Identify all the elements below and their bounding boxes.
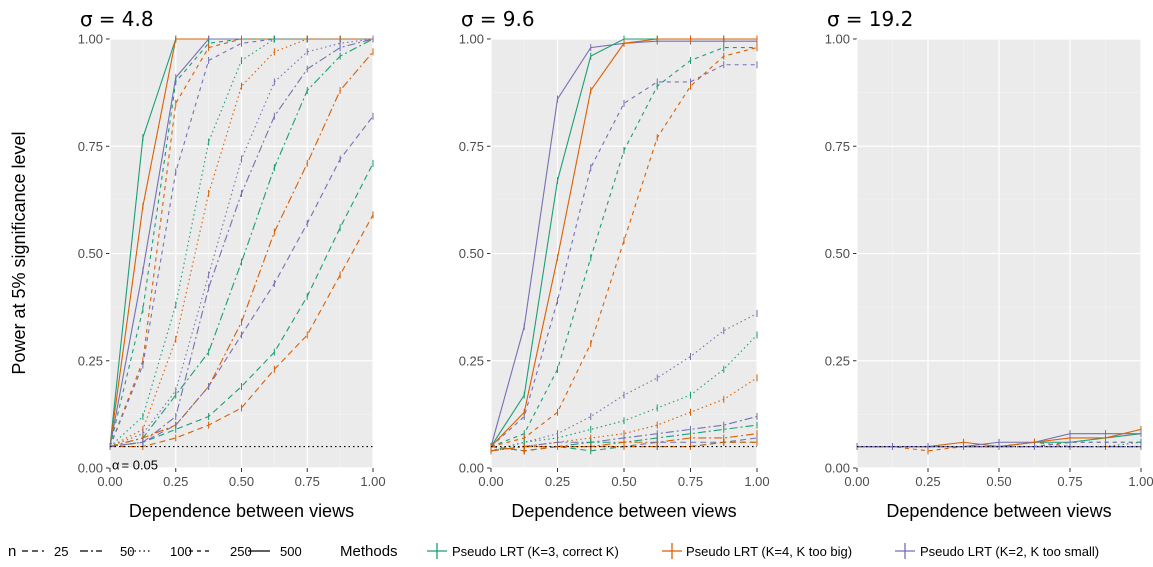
series-line-m2-n100 xyxy=(490,313,758,452)
panel-title: σ = 9.6 xyxy=(461,7,535,31)
panel-title: σ = 4.8 xyxy=(80,7,154,31)
series-line-m3-n50 xyxy=(109,38,374,448)
legend-n-title: n xyxy=(8,543,16,560)
legend-methods-title: Methods xyxy=(340,543,398,560)
panel-1: σ = 4.8 0.00 0.25 0.50 0.75 1.00 0.00 0.25 0.50 0.… xyxy=(78,7,386,521)
legend-n-label: 100 xyxy=(170,544,192,559)
x-tick-label: 0.75 xyxy=(1057,474,1082,489)
x-tick-label: 0.25 xyxy=(545,474,570,489)
x-tick-label: 0.50 xyxy=(611,474,636,489)
legend-n-label: 250 xyxy=(230,544,252,559)
x-tick-label: 0.50 xyxy=(986,474,1011,489)
y-tick-label: 0.00 xyxy=(825,461,850,476)
y-tick-label: 0.75 xyxy=(825,139,850,154)
legend-method-label: Pseudo LRT (K=4, K too big) xyxy=(686,544,852,559)
x-tick-label: 0.00 xyxy=(97,474,122,489)
y-tick-label: 0.75 xyxy=(459,139,484,154)
panel-3: σ = 19.2 0.00 0.25 0.50 0.75 1.00 0.00 0.25 0.50 0… xyxy=(825,7,1153,521)
y-tick-label: 1.00 xyxy=(825,32,850,47)
y-tick-label: 1.00 xyxy=(78,32,103,47)
panel-title-value: = 9.6 xyxy=(480,7,535,31)
x-axis-title: Dependence between views xyxy=(886,501,1111,521)
series-line-m2-n250 xyxy=(490,64,757,447)
x-tick-label: 0.25 xyxy=(915,474,940,489)
legend-n-label: 50 xyxy=(120,544,134,559)
legend-method-label: Pseudo LRT (K=2, K too small) xyxy=(920,544,1099,559)
x-tick-label: 0.75 xyxy=(678,474,703,489)
y-tick-label: 0.75 xyxy=(78,139,103,154)
x-tick-label: 1.00 xyxy=(744,474,769,489)
x-tick-label: 0.25 xyxy=(163,474,188,489)
series-line-m4-n250 xyxy=(490,47,758,448)
y-tick-label: 0.25 xyxy=(78,353,103,368)
alpha-value: = 0.05 xyxy=(122,458,159,473)
y-tick-label: 0.50 xyxy=(78,246,103,261)
x-tick-label: 0.00 xyxy=(844,474,869,489)
x-tick-label: 1.00 xyxy=(360,474,385,489)
x-axis-title: Dependence between views xyxy=(511,501,736,521)
y-tick-label: 0.25 xyxy=(459,353,484,368)
y-tick-label: 0.25 xyxy=(825,353,850,368)
x-tick-label: 0.50 xyxy=(229,474,254,489)
panel-title-symbol: σ xyxy=(827,7,840,31)
series-line-m4-n25 xyxy=(110,214,374,448)
alpha-symbol: α xyxy=(112,458,120,473)
x-tick-label: 0.75 xyxy=(295,474,320,489)
y-tick-label: 0.50 xyxy=(825,246,850,261)
series-line-m3-n100 xyxy=(490,334,758,452)
legend-n-label: 25 xyxy=(54,544,68,559)
y-tick-label: 1.00 xyxy=(459,32,484,47)
alpha-label: α = 0.05 xyxy=(112,458,158,473)
y-tick-label: 0.50 xyxy=(459,246,484,261)
series-line-m3-n25 xyxy=(109,163,374,448)
panel-title-symbol: σ xyxy=(80,7,93,31)
x-axis-title: Dependence between views xyxy=(129,501,354,521)
y-tick-label: 0.00 xyxy=(459,461,484,476)
panel-title-value: = 4.8 xyxy=(99,7,154,31)
series-line-m3-n250 xyxy=(109,38,373,447)
x-tick-label: 1.00 xyxy=(1128,474,1153,489)
y-axis-title: Power at 5% significance level xyxy=(9,131,29,374)
panel-2: σ = 9.6 0.00 0.25 0.50 0.75 1.00 0.00 0.25 0.50 0.… xyxy=(459,7,770,521)
x-tick-label: 0.00 xyxy=(478,474,503,489)
legend: n 25 50 100 250 500 Methods Pseudo LRT (K=3, co… xyxy=(8,543,1099,560)
y-tick-label: 0.00 xyxy=(78,461,103,476)
panel-title-value: = 19.2 xyxy=(846,7,914,31)
series-line-m2-n250 xyxy=(109,38,373,447)
panel-title-symbol: σ xyxy=(461,7,474,31)
panel-title: σ = 19.2 xyxy=(827,7,913,31)
legend-method-label: Pseudo LRT (K=3, correct K) xyxy=(452,544,619,559)
legend-n-label: 500 xyxy=(280,544,302,559)
